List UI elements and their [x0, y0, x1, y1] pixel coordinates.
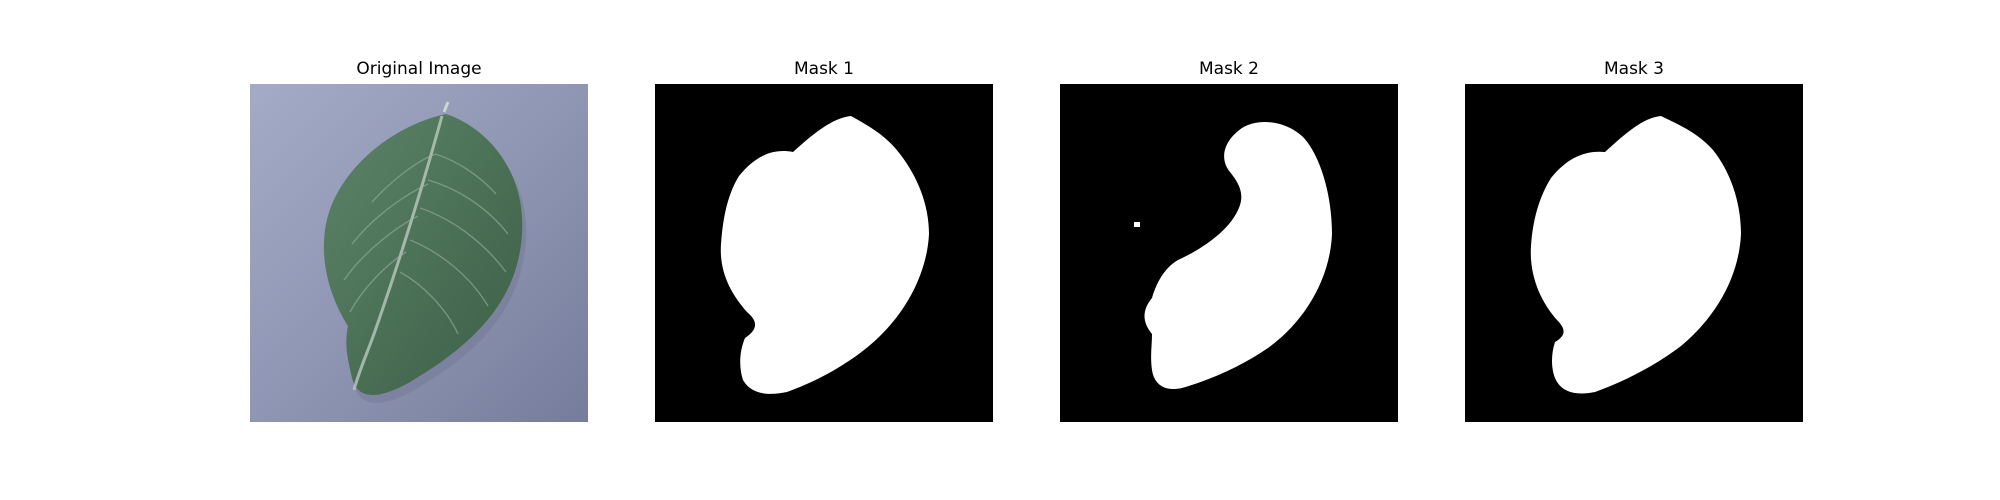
mask-2-image: [1060, 84, 1398, 422]
leaf-photo-graphic: [250, 84, 588, 422]
original-image: [250, 84, 588, 422]
mask-2-graphic: [1060, 84, 1398, 422]
mask-1-graphic: [655, 84, 993, 422]
panel-title-mask-1: Mask 1: [793, 59, 854, 79]
panel-title-original-image: Original Image: [356, 59, 482, 79]
mask-3-graphic: [1465, 84, 1803, 422]
panel-title-mask-3: Mask 3: [1603, 59, 1664, 79]
mask-3-image: [1465, 84, 1803, 422]
mask-1-image: [655, 84, 993, 422]
panel-title-mask-2: Mask 2: [1198, 59, 1259, 79]
